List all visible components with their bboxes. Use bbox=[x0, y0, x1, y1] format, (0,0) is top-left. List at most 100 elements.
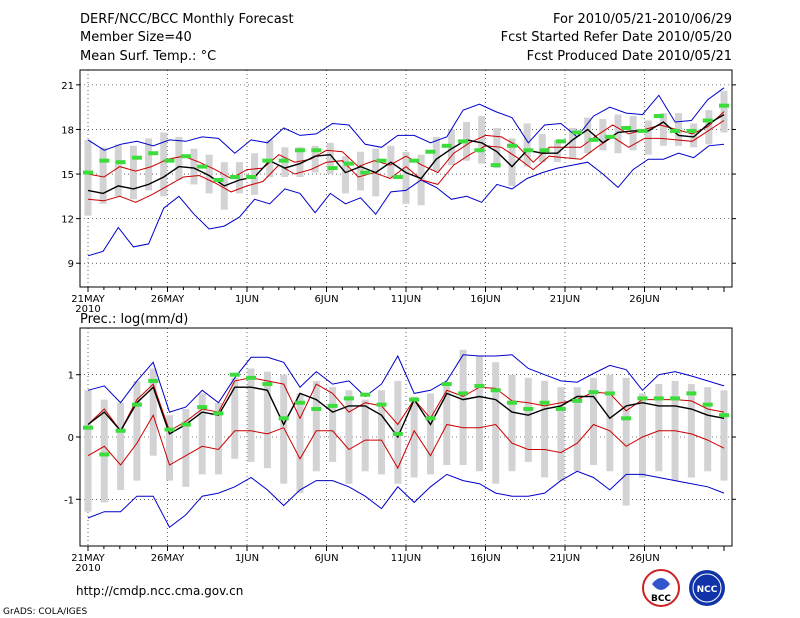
spread-box bbox=[280, 374, 288, 484]
observed-mark bbox=[637, 128, 648, 133]
spread-box bbox=[114, 144, 122, 197]
observed-mark bbox=[670, 396, 681, 401]
spread-box bbox=[644, 120, 652, 155]
produced-date: Fcst Produced Date 2010/05/21 bbox=[527, 49, 732, 64]
x-tick-label: 11JUN bbox=[391, 294, 421, 305]
observed-mark bbox=[523, 148, 534, 153]
y-tick-label: 21 bbox=[61, 81, 74, 92]
spread-box bbox=[655, 384, 663, 472]
observed-mark bbox=[180, 422, 191, 427]
observed-mark bbox=[278, 416, 289, 421]
y-tick-label: 0 bbox=[68, 433, 74, 444]
spread-box bbox=[378, 390, 386, 475]
x-tick-label: 16JUN bbox=[470, 294, 500, 305]
observed-mark bbox=[458, 139, 469, 144]
observed-mark bbox=[507, 143, 517, 148]
x-tick-label: 11JUN bbox=[391, 553, 421, 564]
spread-box bbox=[659, 113, 667, 146]
spread-box bbox=[266, 139, 274, 178]
member-size: Member Size=40 bbox=[80, 30, 192, 45]
spread-box bbox=[311, 145, 319, 173]
temperature-panel: 9 12 15 18 21 21MAY 26MAY 1JUN 6JUN 11JUN 16JUN 21J… bbox=[61, 69, 736, 315]
spread-box bbox=[638, 393, 646, 478]
spread-box bbox=[329, 387, 337, 462]
observed-mark bbox=[719, 103, 729, 108]
spread-box bbox=[231, 377, 239, 459]
title-left: DERF/NCC/BCC Monthly Forecast bbox=[80, 12, 294, 27]
observed-mark bbox=[458, 391, 469, 396]
observed-mark bbox=[278, 158, 289, 163]
observed-mark bbox=[686, 391, 697, 396]
spread-box bbox=[492, 362, 500, 484]
spread-box bbox=[410, 396, 418, 478]
spread-box bbox=[345, 390, 353, 484]
observed-mark bbox=[572, 398, 583, 403]
x-tick-label: 6JUN bbox=[314, 553, 338, 564]
y-tick-label: -1 bbox=[64, 495, 74, 506]
observed-mark bbox=[115, 160, 126, 165]
spread-box bbox=[569, 127, 577, 160]
spread-box bbox=[538, 133, 546, 163]
series-line-mean bbox=[87, 385, 725, 439]
x-tick-label: 1JUN bbox=[235, 553, 259, 564]
series-line-max bbox=[87, 87, 725, 154]
observed-mark bbox=[131, 155, 142, 160]
spread-box bbox=[606, 374, 614, 472]
observed-mark bbox=[197, 405, 208, 410]
observed-mark bbox=[131, 402, 142, 407]
spread-box bbox=[296, 147, 304, 178]
spread-box bbox=[508, 138, 516, 186]
bcc-logo: BCC bbox=[642, 569, 680, 607]
spread-box bbox=[475, 356, 483, 472]
x-tick-label: 1JUN bbox=[235, 294, 259, 305]
spread-box bbox=[432, 136, 440, 172]
observed-mark bbox=[99, 452, 110, 457]
spread-box bbox=[129, 145, 137, 200]
observed-mark bbox=[229, 175, 240, 180]
ncc-logo-text: NCC bbox=[697, 585, 718, 595]
series-line-lower bbox=[87, 120, 725, 203]
spread-box bbox=[312, 380, 320, 472]
spread-box bbox=[705, 110, 713, 145]
spread-box bbox=[524, 377, 532, 462]
bcc-logo-swirl bbox=[652, 578, 670, 590]
x-tick-label: 21MAY bbox=[71, 294, 105, 305]
observed-mark bbox=[490, 388, 501, 393]
observed-mark bbox=[164, 427, 175, 432]
spread-box bbox=[584, 117, 592, 154]
spread-box bbox=[99, 147, 107, 204]
spread-box bbox=[622, 377, 630, 506]
observed-mark bbox=[99, 158, 110, 163]
observed-mark bbox=[474, 383, 485, 388]
observed-mark bbox=[262, 158, 273, 163]
spread-box bbox=[557, 387, 565, 481]
observed-mark bbox=[295, 148, 305, 153]
observed-mark bbox=[490, 163, 501, 168]
observed-mark bbox=[441, 382, 452, 387]
ncc-logo-disc bbox=[689, 570, 725, 606]
observed-mark bbox=[604, 134, 615, 139]
x-tick-label: 16JUN bbox=[470, 553, 500, 564]
x-tick-label: 21MAY bbox=[71, 553, 105, 564]
spread-box bbox=[402, 151, 410, 204]
spread-box bbox=[84, 390, 92, 512]
observed-mark bbox=[360, 170, 371, 175]
observed-mark bbox=[197, 164, 208, 169]
observed-mark bbox=[523, 406, 534, 411]
observed-mark bbox=[392, 431, 403, 436]
observed-mark bbox=[148, 378, 159, 383]
bcc-logo-ring bbox=[642, 569, 680, 607]
series-line-upper bbox=[87, 377, 725, 432]
series-line-mean bbox=[87, 113, 725, 195]
spread-box bbox=[263, 371, 271, 469]
spread-box bbox=[590, 377, 598, 466]
observed-mark bbox=[653, 396, 664, 401]
observed-mark bbox=[441, 143, 452, 148]
spread-box bbox=[296, 393, 304, 494]
observed-mark bbox=[653, 114, 664, 119]
spread-box bbox=[133, 380, 141, 481]
x-tick-label: 26JUN bbox=[629, 553, 659, 564]
spread-box bbox=[190, 148, 198, 185]
y-tick-label: 9 bbox=[68, 259, 74, 270]
footer-url[interactable]: http://cmdp.ncc.cma.gov.cn bbox=[76, 584, 243, 598]
